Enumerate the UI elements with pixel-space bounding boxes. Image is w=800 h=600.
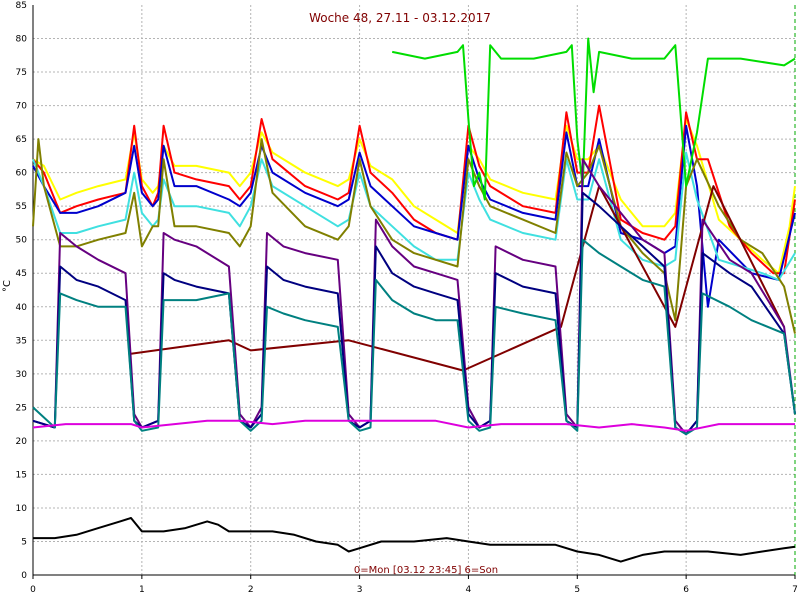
- series-line-11: [32, 419, 795, 432]
- y-tick-label: 65: [16, 135, 27, 145]
- y-tick-label: 10: [16, 504, 28, 514]
- series-line-4: [32, 151, 796, 281]
- x-tick-label: 1: [139, 585, 145, 595]
- grid: [33, 5, 795, 575]
- y-tick-label: 60: [16, 169, 28, 179]
- y-tick-label: 0: [21, 571, 27, 581]
- y-tick-label: 40: [16, 303, 28, 313]
- chart-footer-note: 0=Mon [03.12 23:45] 6=Son: [354, 565, 498, 576]
- y-tick-label: 70: [16, 102, 28, 112]
- y-tick-label: 75: [16, 68, 27, 78]
- x-tick-label: 3: [357, 585, 363, 595]
- x-tick-label: 0: [30, 585, 36, 595]
- x-tick-label: 4: [466, 585, 472, 595]
- y-tick-label: 5: [21, 537, 27, 547]
- x-tick-label: 5: [574, 585, 580, 595]
- series-line-10: [32, 238, 796, 436]
- series-line-6: [391, 37, 796, 201]
- series-line-12: [33, 517, 796, 563]
- series-line-7: [130, 185, 785, 372]
- y-tick-label: 85: [16, 1, 27, 11]
- series-group: [32, 37, 796, 563]
- y-tick-label: 20: [16, 437, 28, 447]
- x-tick-label: 2: [248, 585, 254, 595]
- x-tick-label: 7: [792, 585, 798, 595]
- y-axis-label: °C: [2, 280, 13, 292]
- x-tick-label: 6: [683, 585, 689, 595]
- y-tick-label: 15: [16, 470, 27, 480]
- y-tick-label: 25: [16, 403, 27, 413]
- y-tick-label: 80: [16, 35, 28, 45]
- y-tick-label: 35: [16, 336, 27, 346]
- y-tick-label: 50: [16, 236, 28, 246]
- series-line-3: [32, 124, 796, 308]
- chart-title: Woche 48, 27.11 - 03.12.2017: [309, 11, 491, 25]
- y-tick-label: 45: [16, 269, 27, 279]
- y-tick-label: 30: [16, 370, 28, 380]
- y-tick-label: 55: [16, 202, 27, 212]
